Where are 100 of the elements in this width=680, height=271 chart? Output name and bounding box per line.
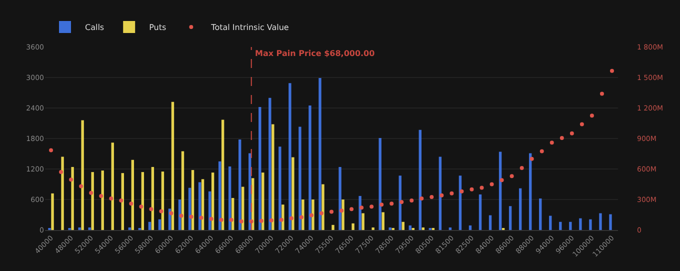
point	[89, 190, 94, 195]
bar	[518, 188, 522, 230]
point	[480, 186, 484, 190]
bar	[528, 153, 532, 230]
bar	[478, 194, 482, 230]
point	[400, 200, 404, 204]
bar	[569, 222, 572, 230]
bar	[248, 153, 252, 230]
bar	[171, 102, 174, 230]
point	[199, 216, 204, 220]
point	[510, 174, 514, 178]
bar	[278, 146, 282, 230]
point	[79, 184, 84, 188]
point	[540, 149, 544, 154]
point	[309, 213, 314, 218]
bar	[288, 83, 292, 230]
point	[279, 218, 284, 222]
point	[289, 216, 294, 220]
point	[139, 204, 144, 209]
bar	[71, 166, 74, 230]
bar	[498, 152, 502, 230]
point	[600, 92, 604, 96]
bar	[318, 78, 322, 230]
point	[430, 194, 434, 199]
point	[129, 202, 134, 206]
bar	[342, 200, 344, 230]
bar	[258, 106, 262, 230]
point	[149, 207, 154, 212]
bar	[312, 200, 314, 230]
point	[570, 131, 574, 136]
point	[500, 178, 504, 182]
bar	[422, 227, 425, 230]
point	[319, 211, 324, 216]
point	[360, 206, 364, 210]
legend-label: Calls	[85, 23, 104, 32]
point	[229, 218, 234, 222]
point	[259, 218, 264, 223]
bar	[488, 215, 492, 230]
bar	[408, 225, 412, 230]
bar	[298, 126, 302, 230]
bar	[372, 227, 374, 230]
legend-label: Total Intrinsic Value	[210, 23, 289, 32]
bar	[302, 200, 304, 230]
bar	[218, 161, 222, 230]
point	[269, 218, 274, 222]
bar	[402, 222, 404, 230]
point	[550, 140, 554, 145]
bar	[88, 227, 91, 230]
bar	[338, 166, 342, 230]
point	[590, 114, 594, 118]
point	[299, 215, 304, 220]
bar	[468, 225, 472, 230]
point	[59, 170, 64, 174]
bar	[332, 224, 334, 230]
bar	[151, 166, 154, 230]
bar	[322, 184, 324, 230]
bar	[362, 213, 364, 230]
point	[99, 194, 104, 198]
point	[580, 122, 584, 126]
point	[610, 68, 614, 73]
point	[159, 209, 164, 214]
bar	[81, 120, 84, 230]
point	[189, 214, 194, 219]
point	[109, 196, 114, 200]
point	[450, 191, 454, 196]
bar	[609, 214, 612, 230]
bar	[272, 124, 274, 230]
bar	[238, 140, 242, 230]
bar	[111, 142, 114, 230]
point	[460, 189, 464, 194]
bar	[128, 227, 131, 230]
point	[179, 214, 184, 218]
bar	[382, 212, 384, 230]
bar	[599, 213, 602, 230]
bar	[559, 222, 562, 230]
point	[69, 178, 74, 182]
point	[470, 187, 474, 192]
bar	[378, 138, 382, 230]
bar	[181, 151, 184, 230]
bar	[352, 223, 354, 230]
point	[169, 211, 174, 216]
legend-label: Puts	[149, 23, 166, 32]
bar	[388, 227, 392, 230]
bar	[539, 198, 542, 230]
point	[410, 198, 414, 203]
bar	[282, 204, 284, 230]
bar	[158, 219, 162, 230]
bar	[589, 219, 592, 230]
bar	[268, 98, 272, 230]
point	[49, 148, 54, 152]
bar	[579, 218, 582, 230]
bar	[91, 172, 94, 230]
point	[420, 196, 424, 200]
point	[119, 198, 124, 203]
bar	[148, 222, 152, 230]
point	[340, 208, 344, 213]
point	[330, 210, 334, 214]
bar	[101, 170, 104, 230]
point	[209, 216, 214, 221]
bar	[221, 120, 224, 230]
